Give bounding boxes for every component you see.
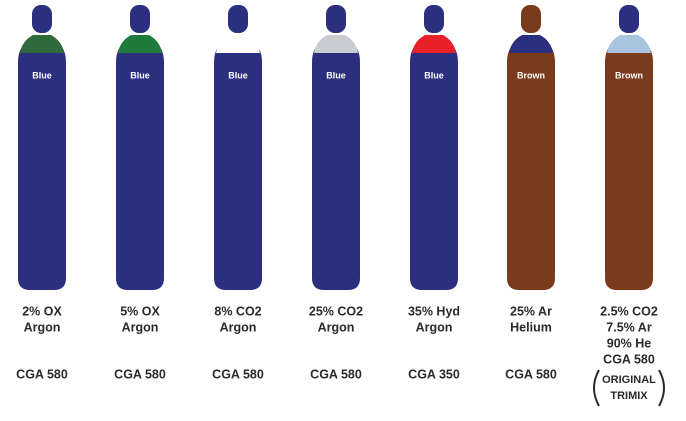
connection: CGA 580 xyxy=(16,367,68,381)
body-label: Brown xyxy=(517,70,545,80)
cylinder: Blue 8% CO2 Argon CGA 580 xyxy=(212,5,264,381)
connection: CGA 580 xyxy=(505,367,557,381)
cylinder: Brown 25% Ar Helium CGA 580 xyxy=(505,5,557,381)
cylinder-shoulder xyxy=(509,35,553,53)
cylinder-valve-cap xyxy=(424,5,444,33)
connection: CGA 580 xyxy=(603,352,655,366)
note: TRIMIX xyxy=(610,390,648,402)
gas-mix: 25% CO2 xyxy=(309,304,363,318)
paren xyxy=(593,369,600,407)
cylinder-valve-cap xyxy=(619,5,639,33)
cylinder-body xyxy=(18,41,66,290)
gas-mix: Helium xyxy=(510,320,552,334)
cylinder-body xyxy=(214,41,262,290)
note: ORIGINAL xyxy=(602,374,656,386)
gas-mix: 8% CO2 xyxy=(214,304,261,318)
gas-mix: 35% Hyd xyxy=(408,304,460,318)
cylinder-body xyxy=(312,41,360,290)
gas-mix: Argon xyxy=(122,320,159,334)
cylinder-valve-cap xyxy=(521,5,541,33)
cylinder-valve-cap xyxy=(326,5,346,33)
cylinder-body xyxy=(507,41,555,290)
gas-mix: Argon xyxy=(318,320,355,334)
gas-mix: 25% Ar xyxy=(510,304,552,318)
cylinder: Blue 35% Hyd Argon CGA 350 xyxy=(408,5,460,381)
gas-mix: 7.5% Ar xyxy=(606,320,652,334)
cylinder-valve-cap xyxy=(32,5,52,33)
cylinder-shoulder xyxy=(216,35,260,53)
cylinder: Brown 2.5% CO2 7.5% Ar 90% He CGA 580 ORIGINA… xyxy=(593,5,665,407)
gas-mix: 2.5% CO2 xyxy=(600,304,658,318)
gas-mix: 2% OX xyxy=(22,304,62,318)
cylinder-shoulder xyxy=(118,35,162,53)
connection: CGA 580 xyxy=(310,367,362,381)
cylinder-body xyxy=(605,41,653,290)
paren xyxy=(658,369,665,407)
cylinder: Blue 25% CO2 Argon CGA 580 xyxy=(309,5,363,381)
gas-mix: Argon xyxy=(24,320,61,334)
body-label: Blue xyxy=(228,70,248,80)
gas-mix: 5% OX xyxy=(120,304,160,318)
cylinder-body xyxy=(116,41,164,290)
connection: CGA 580 xyxy=(212,367,264,381)
body-label: Brown xyxy=(615,70,643,80)
cylinder-body xyxy=(410,41,458,290)
cylinder-valve-cap xyxy=(130,5,150,33)
body-label: Blue xyxy=(424,70,444,80)
cylinder-shoulder xyxy=(20,35,64,53)
cylinder-shoulder xyxy=(314,35,358,53)
cylinder-shoulder xyxy=(607,35,651,53)
body-label: Blue xyxy=(326,70,346,80)
cylinder: Blue 2% OX Argon CGA 580 xyxy=(16,5,68,381)
gas-mix: Argon xyxy=(416,320,453,334)
cylinder-shoulder xyxy=(412,35,456,53)
body-label: Blue xyxy=(32,70,52,80)
gas-mix: 90% He xyxy=(607,336,652,350)
body-label: Blue xyxy=(130,70,150,80)
gas-mix: Argon xyxy=(220,320,257,334)
connection: CGA 350 xyxy=(408,367,460,381)
connection: CGA 580 xyxy=(114,367,166,381)
cylinder-valve-cap xyxy=(228,5,248,33)
cylinder: Blue 5% OX Argon CGA 580 xyxy=(114,5,166,381)
